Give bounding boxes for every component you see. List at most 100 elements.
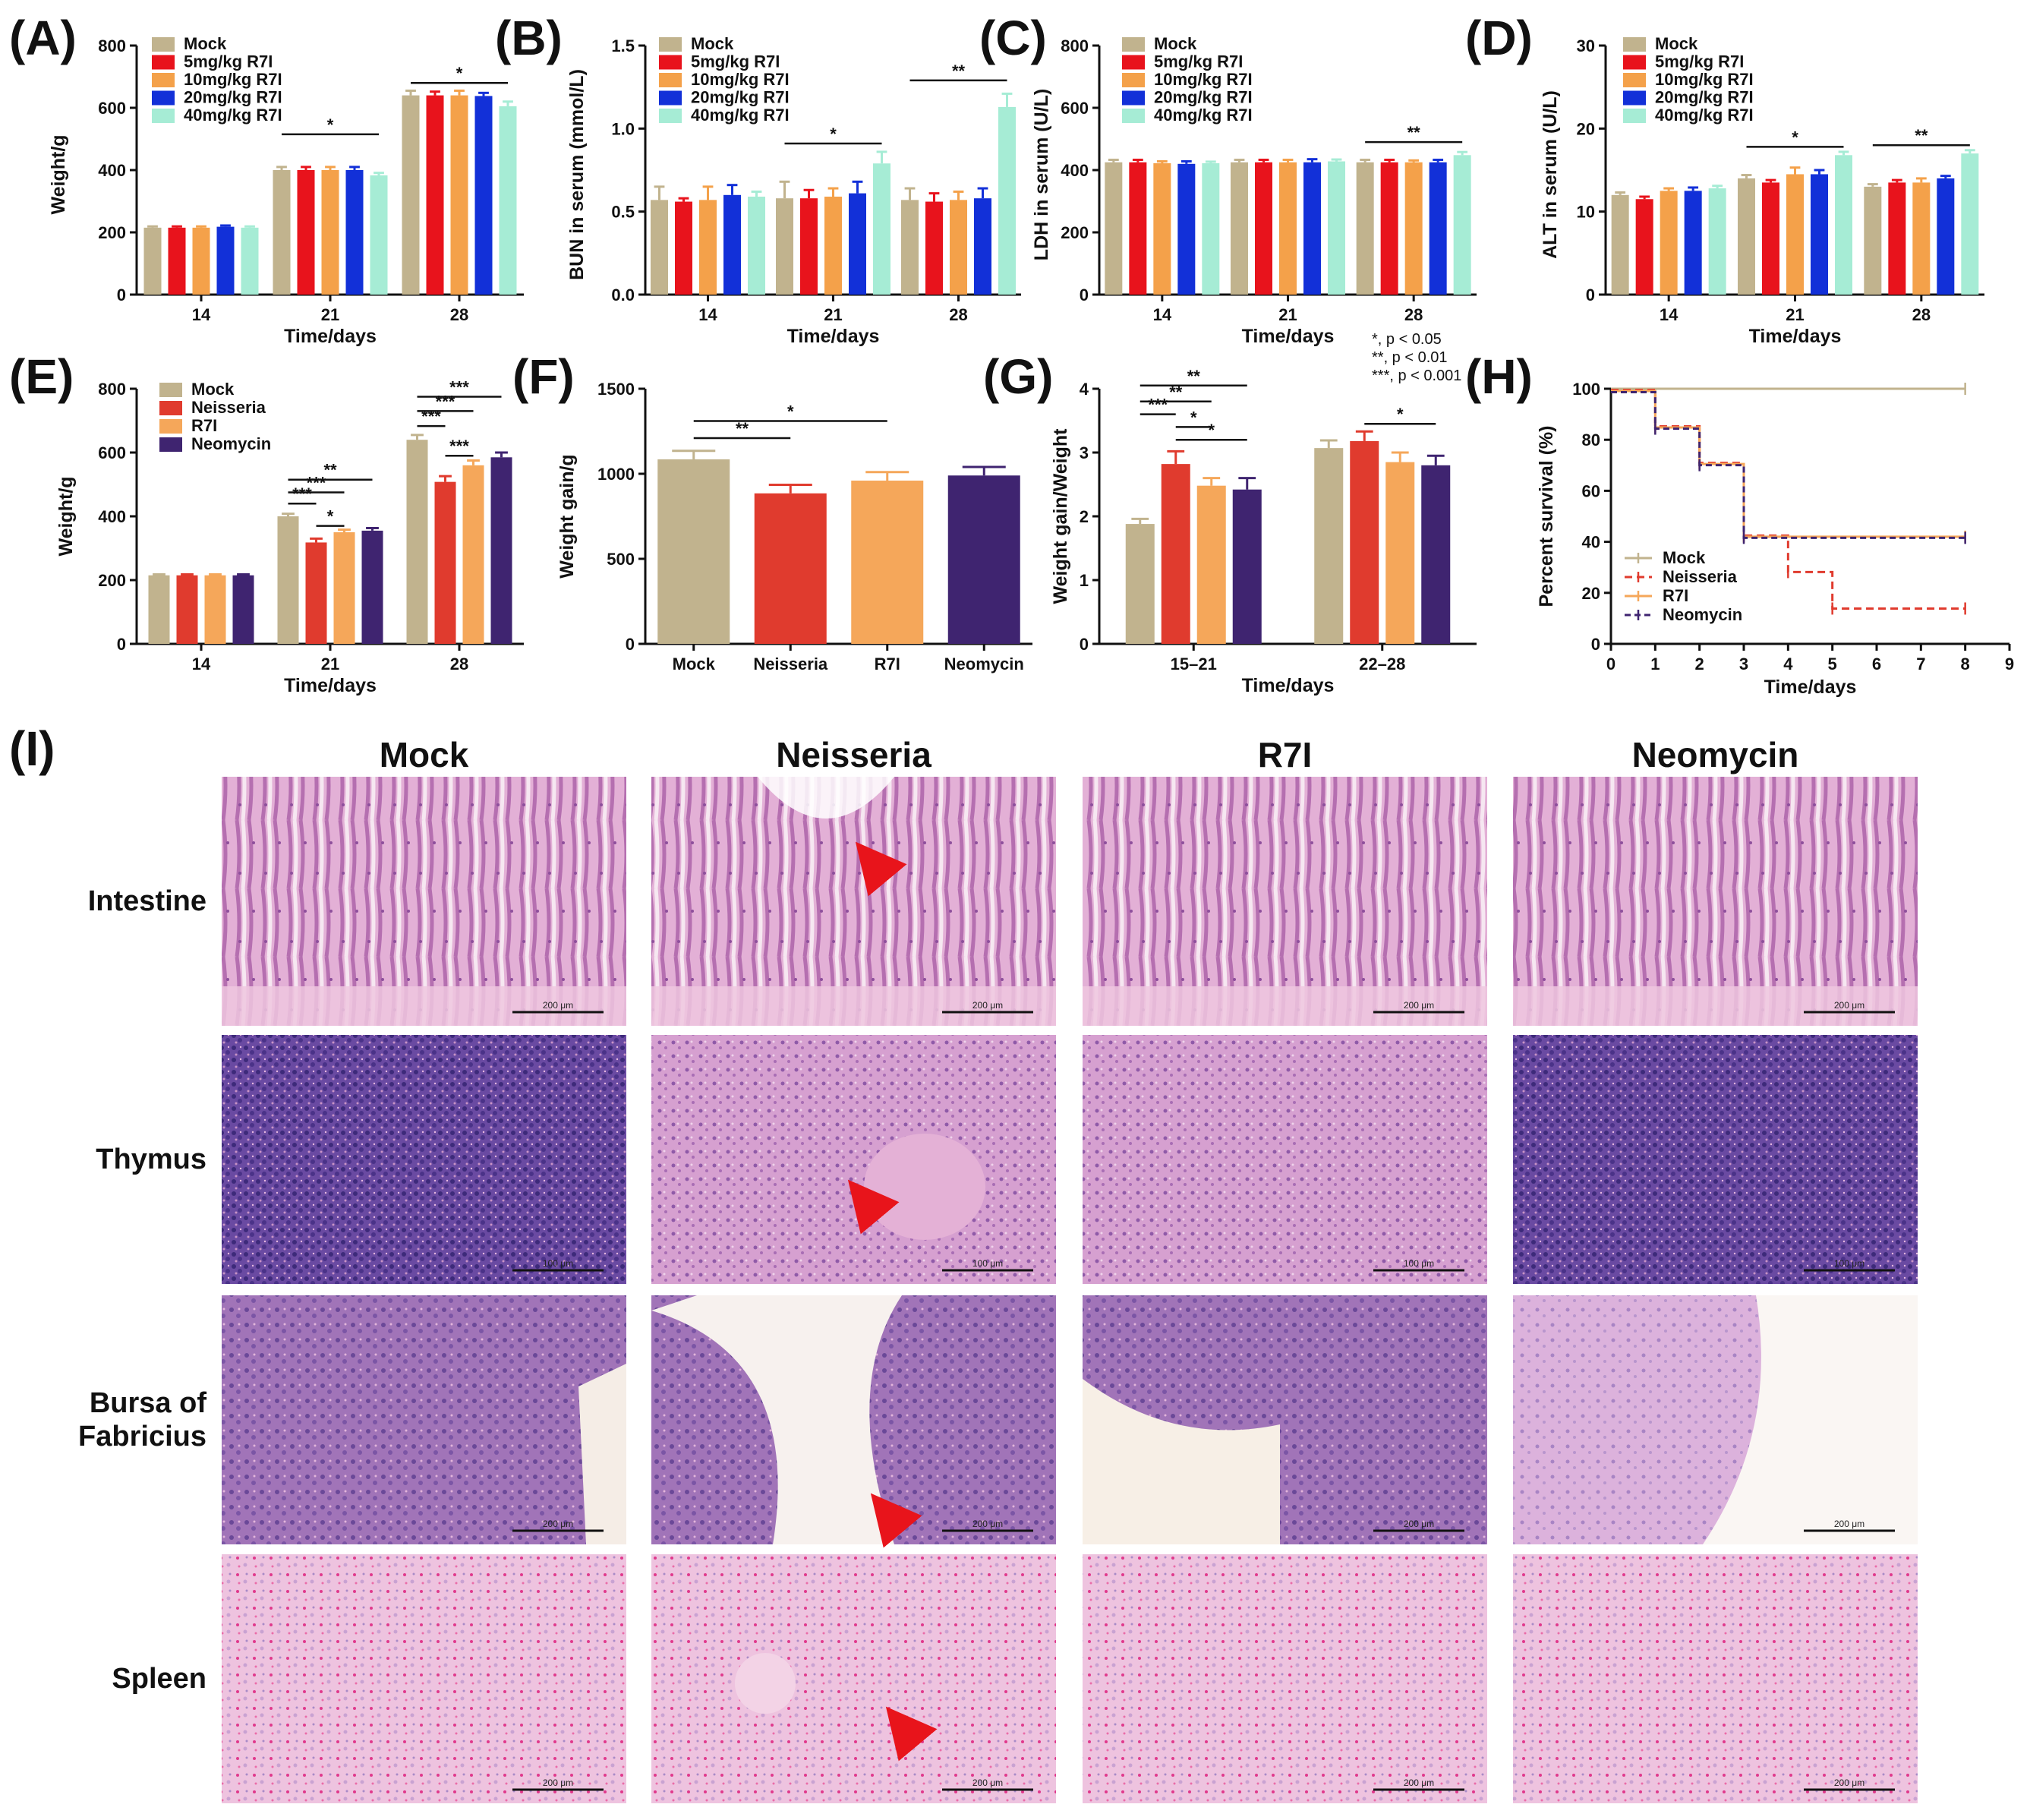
- bar: [776, 198, 793, 295]
- bar: [1314, 448, 1344, 644]
- histology-image: [222, 777, 626, 1026]
- bar: [1961, 153, 1979, 295]
- sig-label: **: [1407, 123, 1421, 142]
- sig-label: **: [1915, 126, 1928, 145]
- x-tick-label: 28: [1912, 305, 1931, 324]
- y-tick-label: 1.5: [611, 36, 635, 55]
- sig-label: ***: [307, 474, 326, 493]
- bar: [1303, 162, 1321, 295]
- legend-label: Neomycin: [191, 434, 271, 453]
- y-tick-label: 0: [1080, 285, 1089, 304]
- histology-column-title: Mock: [380, 735, 469, 774]
- histology-row-label: Fabricius: [78, 1421, 206, 1453]
- legend-swatch: [1623, 73, 1646, 87]
- histology-row-label: Thymus: [96, 1143, 206, 1175]
- legend-swatch: [152, 37, 175, 52]
- legend-swatch: [1623, 109, 1646, 123]
- y-axis-label: LDH in serum (U/L): [1031, 89, 1052, 260]
- legend-label: R7I: [191, 416, 217, 435]
- x-tick-label: 0: [1606, 655, 1615, 673]
- legend-label: Mock: [1154, 34, 1197, 53]
- x-tick-label: 22–28: [1359, 655, 1405, 673]
- legend-label: 10mg/kg R7I: [184, 70, 282, 89]
- bar: [434, 481, 456, 644]
- chart-panel-4: (E) 0 200 400 600 800 Weight/g Time/days 14 21 28 *…: [9, 349, 524, 696]
- legend-swatch: [1623, 37, 1646, 52]
- bar: [974, 198, 991, 295]
- legend-swatch: [1623, 55, 1646, 70]
- y-axis-label: Weight/g: [55, 476, 77, 556]
- bar: [1232, 489, 1262, 644]
- sig-label: ***: [449, 437, 469, 456]
- y-tick-label: 0: [117, 285, 126, 304]
- bar: [1380, 162, 1398, 295]
- bar: [1231, 162, 1248, 295]
- x-axis-label: Time/days: [787, 326, 880, 347]
- y-tick-label: 400: [1061, 161, 1089, 180]
- y-tick-label: 1.0: [611, 119, 635, 138]
- y-tick-label: 0.0: [611, 285, 635, 304]
- bar: [321, 170, 339, 295]
- bar: [748, 196, 765, 295]
- bar: [168, 227, 186, 295]
- bar: [1404, 162, 1423, 295]
- y-tick-label: 1500: [597, 380, 635, 399]
- histology-column-title: Neisseria: [776, 735, 931, 774]
- bar: [849, 193, 866, 295]
- bar: [1129, 162, 1147, 295]
- sig-label: ***: [436, 392, 455, 411]
- bar: [873, 163, 890, 295]
- x-tick-label: 4: [1783, 655, 1793, 673]
- x-tick-label: 1: [1650, 655, 1660, 673]
- muscle-layer: [651, 986, 1056, 1026]
- scale-bar-label: 100 μm: [972, 1258, 1003, 1269]
- legend-swatch: [659, 37, 682, 52]
- chart-panel-2: (C) 0 200 400 600 800 LDH in serum (U/L) Time/d…: [979, 11, 1477, 347]
- scale-bar-label: 200 μm: [972, 1000, 1003, 1011]
- bar: [1684, 191, 1702, 295]
- legend-label: 10mg/kg R7I: [1154, 70, 1253, 89]
- sig-label: *: [830, 125, 837, 144]
- bar: [1912, 182, 1931, 295]
- bar: [901, 200, 919, 295]
- lesion-arrow: [885, 1706, 938, 1762]
- survival-line: [1611, 391, 1965, 539]
- sig-label: *: [1190, 408, 1197, 427]
- y-tick-label: 400: [98, 161, 126, 180]
- panel-letter: (C): [979, 11, 1047, 65]
- bar: [1350, 440, 1379, 644]
- y-tick-label: 800: [98, 380, 126, 399]
- panel-letter: (D): [1465, 11, 1533, 65]
- bar: [490, 457, 512, 644]
- y-axis-label: Weight gain/g: [556, 454, 578, 578]
- x-tick-label: 21: [1278, 305, 1297, 324]
- bar: [192, 227, 210, 295]
- legend-label: 40mg/kg R7I: [691, 106, 790, 125]
- histology-image: [222, 1035, 626, 1284]
- lumen: [578, 1364, 626, 1544]
- sig-label: **: [952, 62, 966, 80]
- y-tick-label: 800: [98, 36, 126, 55]
- x-tick-label: 5: [1828, 655, 1837, 673]
- x-tick-label: 28: [949, 305, 967, 324]
- follicle: [735, 1653, 796, 1714]
- y-tick-label: 0: [1591, 635, 1600, 654]
- bar: [1177, 163, 1196, 295]
- y-axis-label: Percent survival (%): [1536, 426, 1557, 607]
- scale-bar-label: 200 μm: [1834, 1519, 1865, 1529]
- scale-bar-label: 200 μm: [972, 1519, 1003, 1529]
- x-tick-label: 28: [450, 305, 468, 324]
- bar: [800, 198, 818, 295]
- legend-swatch: [1122, 73, 1145, 87]
- bar: [851, 480, 924, 644]
- bar: [241, 227, 259, 295]
- legend-label: 40mg/kg R7I: [1154, 106, 1253, 125]
- bar: [651, 200, 668, 295]
- bar: [426, 95, 444, 295]
- y-tick-label: 1000: [597, 465, 635, 484]
- y-tick-label: 100: [1572, 380, 1600, 399]
- lesion-arrow: [855, 841, 907, 897]
- legend-swatch: [152, 55, 175, 70]
- bar: [699, 200, 717, 295]
